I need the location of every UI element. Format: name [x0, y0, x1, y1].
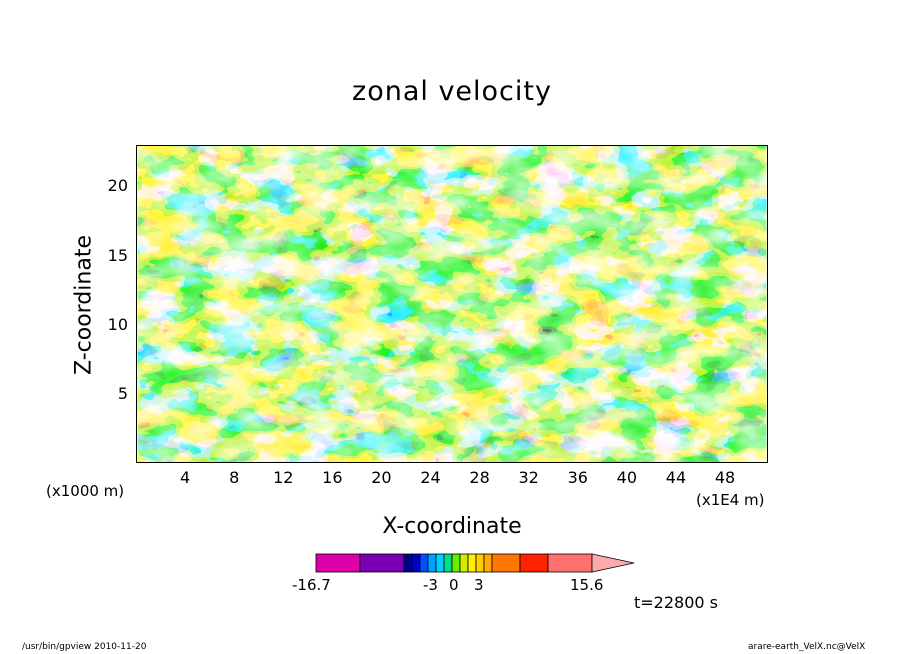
colorbar-cell — [403, 553, 413, 573]
x-unit-left: (x1000 m) — [46, 482, 125, 500]
colorbar-extend-arrow — [591, 553, 635, 573]
chart-title: zonal velocity — [352, 76, 552, 107]
colorbar-label: -16.7 — [292, 576, 331, 594]
x-unit-right: (x1E4 m) — [696, 491, 765, 509]
colorbar-cell — [491, 553, 521, 573]
x-tick-label: 32 — [518, 468, 539, 487]
colorbar-cell — [547, 553, 593, 573]
colorbar-cell — [427, 553, 437, 573]
y-tick-label: 15 — [107, 245, 128, 265]
y-tick-label: 10 — [107, 314, 128, 334]
colorbar-cell — [459, 553, 469, 573]
x-tick-label: 44 — [665, 468, 687, 487]
x-tick-label: 16 — [322, 468, 343, 487]
colorbar-cell — [443, 553, 453, 573]
colorbar-cell — [451, 553, 461, 573]
plot-area — [136, 145, 768, 463]
x-tick-label: 28 — [469, 468, 490, 487]
colorbar-cell — [475, 553, 485, 573]
velocity-field — [137, 146, 767, 462]
footer-right: arare-earth_VelX.nc@VelX — [748, 642, 866, 652]
x-tick-label: 12 — [273, 468, 294, 487]
x-tick-label: 24 — [420, 468, 441, 487]
colorbar-cell — [359, 553, 405, 573]
colorbar-label: 3 — [474, 576, 484, 594]
colorbar-cell — [519, 553, 549, 573]
x-axis-label: X-coordinate — [382, 514, 522, 539]
x-tick-label: 20 — [371, 468, 392, 487]
colorbar-cell — [483, 553, 493, 573]
x-tick-label: 8 — [229, 468, 240, 487]
x-tick-label: 40 — [616, 468, 638, 487]
y-tick-label: 20 — [107, 176, 128, 196]
x-tick-label: 36 — [567, 468, 588, 487]
colorbar-label: 0 — [449, 576, 459, 594]
colorbar-label: -3 — [423, 576, 438, 594]
colorbar-cell — [467, 553, 477, 573]
colorbar — [315, 553, 635, 573]
x-tick-label: 4 — [179, 468, 191, 487]
time-label: t=22800 s — [634, 593, 718, 612]
colorbar-cell — [315, 553, 361, 573]
footer-left: /usr/bin/gpview 2010-11-20 — [22, 642, 147, 652]
colorbar-label: 15.6 — [570, 576, 604, 594]
y-tick-label: 5 — [117, 383, 128, 403]
colorbar-cell — [419, 553, 429, 573]
x-tick-label: 48 — [714, 468, 736, 487]
colorbar-cell — [435, 553, 445, 573]
colorbar-cell — [411, 553, 421, 573]
